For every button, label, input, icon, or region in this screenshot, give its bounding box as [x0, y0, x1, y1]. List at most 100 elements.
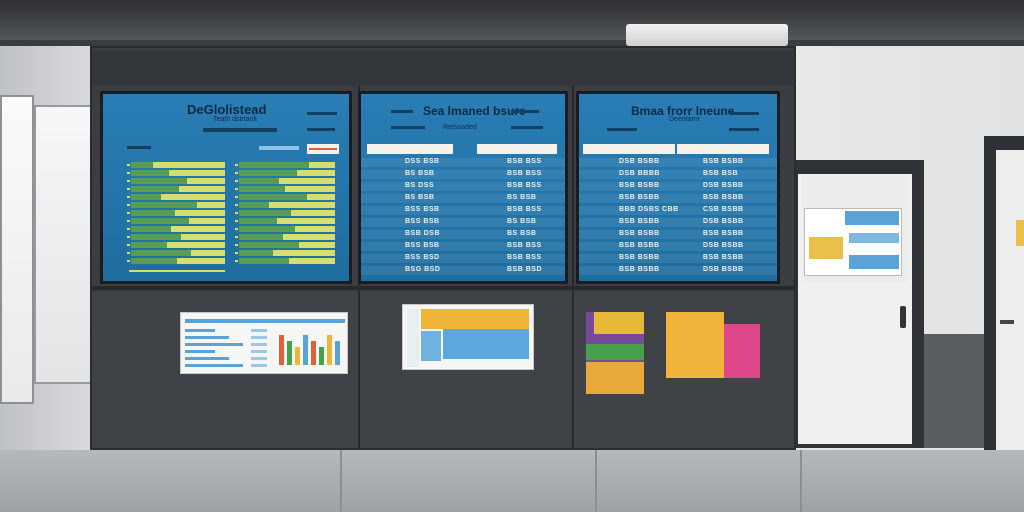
right-door-handle[interactable] — [1000, 320, 1014, 324]
table-cell: BSB BSS — [507, 182, 542, 189]
bar-green — [131, 186, 179, 192]
table-row: BSB BSBB DSB BSBB — [579, 218, 777, 227]
poster-block — [586, 362, 644, 394]
bar-green — [239, 250, 273, 256]
row-stripe — [361, 158, 565, 167]
dashboard-screen-2: Sea lmaned bsure Retsoaded DSS BSB BSB BS… — [358, 91, 568, 284]
header-line — [607, 128, 637, 131]
axis-tick — [127, 212, 130, 214]
bar-yellow — [179, 186, 225, 192]
header-line — [511, 126, 543, 129]
axis-tick — [235, 212, 238, 214]
row-stripe — [579, 254, 777, 263]
axis-tick — [127, 164, 130, 166]
door-handle[interactable] — [900, 306, 906, 328]
header-line — [203, 128, 277, 132]
table-cell: BSS BSB — [405, 206, 440, 213]
right-door[interactable] — [996, 150, 1024, 450]
table-cell: BSB BSS — [507, 242, 542, 249]
poster-line — [251, 336, 267, 339]
table-row: BSB BSBB DSB BSBB — [579, 182, 777, 191]
table-row: BSB BSBB DSB BSBB — [579, 266, 777, 275]
table-row: DSB BBBB BSB BSB — [579, 170, 777, 179]
bar-yellow — [295, 226, 335, 232]
axis-tick — [127, 252, 130, 254]
row-stripe — [579, 242, 777, 251]
header-line — [259, 146, 299, 150]
poster-line — [185, 343, 243, 346]
table-cell: BS BSB — [507, 218, 537, 225]
panel-seam — [572, 86, 574, 448]
poster-bar — [311, 341, 316, 365]
table-cell: DSB BSBB — [703, 218, 744, 225]
poster-block — [594, 312, 644, 334]
screen-subtitle: Retsoaded — [443, 124, 477, 131]
table-cell: BS BSB — [405, 170, 435, 177]
row-stripe — [579, 230, 777, 239]
wall-top-strip — [92, 50, 794, 86]
axis-tick — [127, 204, 130, 206]
bar-green — [239, 234, 283, 240]
bar-green — [131, 226, 171, 232]
bar-green — [239, 170, 297, 176]
table-row: DSB BSBB BSB BSBB — [579, 158, 777, 167]
table-cell: BSB BSS — [507, 206, 542, 213]
bar-green — [131, 218, 189, 224]
table-cell: BSB BSBB — [703, 194, 744, 201]
bar-yellow — [189, 218, 225, 224]
row-stripe — [579, 194, 777, 203]
floor-seam — [595, 450, 597, 512]
screen-title: Bmaa frorr lneune — [631, 104, 735, 118]
table-cell: BS BSB — [507, 194, 537, 201]
row-stripe — [579, 206, 777, 215]
ceiling-band — [0, 40, 1024, 46]
bar-yellow — [269, 202, 335, 208]
axis-tick — [235, 236, 238, 238]
header-line — [729, 112, 759, 115]
panel-divider — [92, 286, 794, 290]
bar-green — [131, 202, 197, 208]
poster-bar — [287, 341, 292, 365]
bar-green — [131, 250, 191, 256]
row-stripe — [579, 170, 777, 179]
axis-tick — [127, 188, 130, 190]
air-duct — [626, 24, 788, 46]
poster-line — [251, 329, 267, 332]
table-cell: BSB BSS — [507, 170, 542, 177]
screen-title: DeGlolistead — [187, 102, 267, 117]
row-stripe — [361, 170, 565, 179]
bar-yellow — [175, 210, 225, 216]
row-stripe — [579, 218, 777, 227]
axis-tick — [235, 228, 238, 230]
poster-chart-5 — [724, 324, 760, 378]
bar-yellow — [283, 234, 335, 240]
poster-bar — [319, 347, 324, 365]
poster-line — [251, 350, 267, 353]
ceiling — [0, 0, 1024, 46]
row-stripe — [361, 182, 565, 191]
table-row: BS BSB BS BSB — [361, 194, 565, 203]
row-stripe — [361, 194, 565, 203]
row-stripe — [361, 218, 565, 227]
bar-green — [239, 178, 279, 184]
poster-line — [185, 364, 243, 367]
table-row: BSS BSB BSB BSS — [361, 242, 565, 251]
table-cell: DSS BSB — [405, 158, 440, 165]
table-header — [477, 144, 557, 154]
table-cell: BSB DSB — [405, 230, 441, 237]
axis-tick — [127, 196, 130, 198]
table-row: BS DSS BSB BSS — [361, 182, 565, 191]
header-line — [307, 112, 337, 115]
header-line — [511, 110, 539, 113]
poster-header — [421, 309, 529, 329]
table-cell: BSB BSBB — [619, 194, 660, 201]
chart-baseline — [129, 270, 225, 272]
table-cell: BSS BSB — [405, 242, 440, 249]
table-cell: DSB BSBB — [619, 158, 660, 165]
table-row: BSB DSB BS BSB — [361, 230, 565, 239]
table-cell: BS BSB — [507, 230, 537, 237]
bar-yellow — [167, 242, 225, 248]
floor — [0, 450, 1024, 512]
screen-subtitle: Teath dstrtaolt — [213, 116, 257, 123]
table-row: BSS BSD BSB BSS — [361, 254, 565, 263]
